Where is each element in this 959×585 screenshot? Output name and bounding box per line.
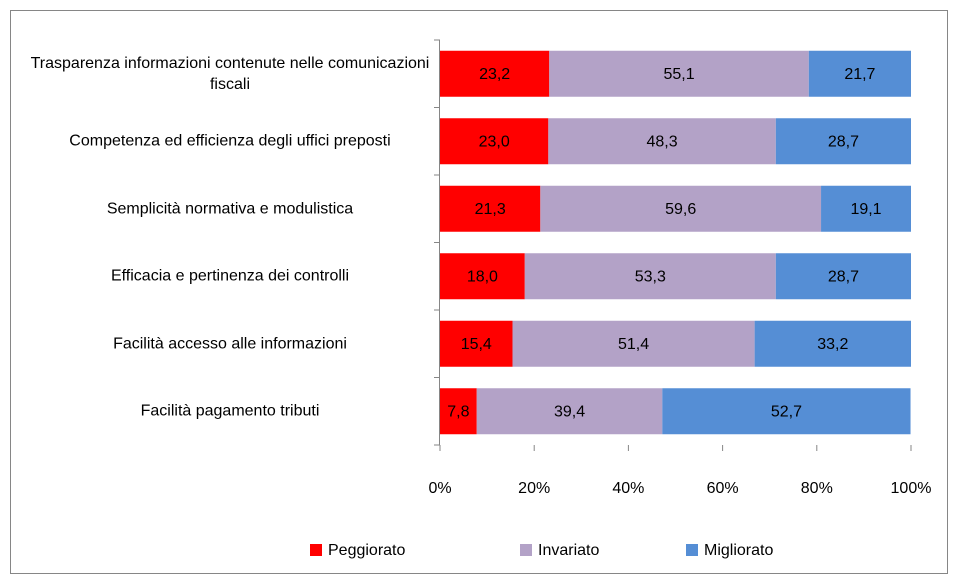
legend-label: Invariato	[538, 542, 599, 559]
x-tick-label: 20%	[518, 480, 550, 497]
data-label: 28,7	[828, 133, 859, 150]
data-label: 51,4	[618, 336, 649, 353]
data-label: 19,1	[850, 201, 881, 218]
bar-segment	[476, 388, 663, 435]
data-label: 59,6	[665, 201, 696, 218]
x-tick-label: 60%	[707, 480, 739, 497]
data-label: 28,7	[828, 268, 859, 285]
bar-segment	[440, 253, 525, 300]
data-label: 7,8	[447, 403, 469, 420]
bar-segment	[512, 320, 755, 367]
category-label: Semplicità normativa e modulistica	[106, 200, 354, 218]
bar-segment	[775, 253, 911, 300]
bar-segment	[662, 388, 911, 435]
category-label: Competenza ed efficienza degli uffici pr…	[69, 132, 391, 150]
legend-label: Peggiorato	[328, 542, 405, 559]
bar-segment	[440, 320, 513, 367]
bar-segment	[524, 253, 776, 300]
data-label: 21,7	[844, 66, 875, 83]
bar-segment	[540, 185, 822, 232]
bar-segment	[440, 388, 477, 435]
bar-segment	[548, 118, 776, 165]
data-label: 33,2	[817, 336, 848, 353]
bar-segment	[440, 118, 549, 165]
bar-segment	[808, 50, 911, 97]
x-tick-label: 0%	[428, 480, 451, 497]
category-label: Efficacia e pertinenza dei controlli	[110, 267, 350, 285]
data-label: 55,1	[663, 66, 694, 83]
x-tick-label: 100%	[891, 480, 932, 497]
data-label: 39,4	[554, 403, 585, 420]
data-label: 48,3	[647, 133, 678, 150]
x-tick-label: 40%	[612, 480, 644, 497]
bar-segment	[440, 185, 541, 232]
data-label: 15,4	[461, 336, 492, 353]
legend-swatch	[310, 544, 322, 556]
bar-segment	[775, 118, 911, 165]
data-label: 52,7	[771, 403, 802, 420]
x-tick-label: 80%	[801, 480, 833, 497]
legend-label: Migliorato	[704, 542, 773, 559]
bar-segment	[440, 50, 550, 97]
data-label: 23,2	[479, 66, 510, 83]
category-label: Facilità pagamento tributi	[140, 402, 320, 420]
data-label: 21,3	[475, 201, 506, 218]
category-label: Trasparenza informazioni contenute nelle…	[30, 54, 430, 93]
bar-segment	[549, 50, 809, 97]
legend-swatch	[686, 544, 698, 556]
bar-segment	[754, 320, 911, 367]
data-label: 53,3	[635, 268, 666, 285]
legend-swatch	[520, 544, 532, 556]
bar-segment	[821, 185, 911, 232]
category-label: Facilità accesso alle informazioni	[113, 335, 347, 353]
data-label: 23,0	[479, 133, 510, 150]
data-label: 18,0	[467, 268, 498, 285]
